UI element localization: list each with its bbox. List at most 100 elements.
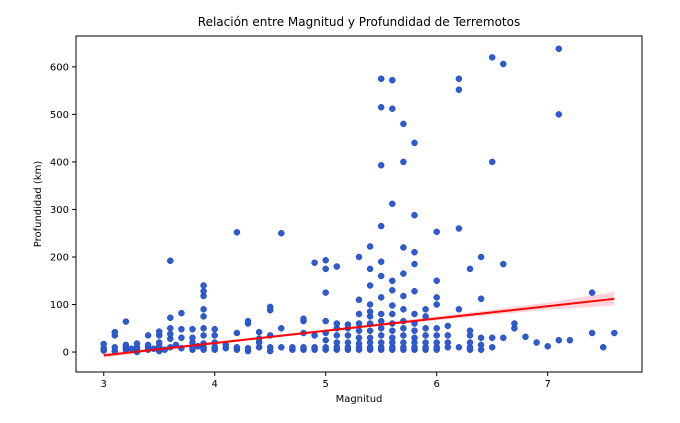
x-axis-label: Magnitud	[336, 394, 383, 405]
x-tick-label: 7	[544, 379, 550, 390]
data-point	[344, 321, 352, 328]
chart-title: Relación entre Magnitud y Profundidad de…	[198, 15, 520, 29]
data-point	[400, 306, 407, 313]
data-point	[389, 76, 396, 84]
data-point	[311, 344, 318, 351]
data-point	[178, 325, 185, 333]
data-point	[433, 301, 440, 308]
data-point	[377, 317, 385, 325]
data-point	[500, 260, 507, 268]
data-point	[355, 253, 363, 261]
data-point	[366, 282, 374, 289]
data-point	[400, 325, 407, 332]
data-point	[555, 111, 563, 118]
data-point	[333, 263, 341, 270]
data-point	[411, 310, 418, 318]
data-point	[411, 211, 418, 219]
data-point	[200, 332, 207, 339]
data-point	[322, 257, 329, 264]
data-point	[377, 339, 385, 346]
data-point	[266, 344, 274, 351]
data-point	[400, 158, 407, 166]
data-point	[400, 292, 407, 300]
data-point	[355, 310, 363, 318]
data-point	[167, 257, 174, 265]
data-point	[155, 339, 163, 346]
data-point	[389, 334, 396, 342]
data-point	[466, 339, 474, 346]
data-point	[255, 328, 263, 336]
data-point	[122, 318, 130, 325]
data-point	[366, 301, 374, 308]
data-point	[433, 228, 440, 236]
data-point	[500, 334, 507, 342]
data-point	[488, 158, 496, 166]
data-point	[389, 105, 396, 112]
data-point	[544, 343, 551, 350]
data-point	[444, 339, 452, 346]
x-tick-label: 3	[101, 379, 107, 390]
data-point	[488, 344, 496, 351]
data-point	[466, 327, 474, 334]
data-point	[377, 332, 385, 339]
data-point	[211, 332, 218, 339]
data-point	[122, 341, 130, 349]
data-point	[411, 327, 418, 334]
y-axis-label: Profundidad (km)	[33, 161, 44, 248]
data-point	[233, 329, 241, 337]
data-point	[455, 86, 463, 93]
data-point	[278, 325, 285, 332]
data-point	[389, 277, 396, 285]
data-point	[311, 259, 318, 266]
data-point	[100, 340, 107, 348]
data-point	[455, 225, 463, 232]
data-point	[599, 344, 607, 351]
data-point	[433, 325, 440, 332]
data-point	[522, 333, 529, 341]
data-point	[189, 325, 196, 333]
x-axis-ticks: 3 4 5 6 7	[101, 372, 551, 390]
data-point	[311, 332, 318, 339]
data-point	[178, 309, 185, 317]
y-axis-ticks: 0 100 200 300 400 500 600	[50, 62, 76, 359]
data-point	[355, 320, 363, 327]
data-point	[500, 60, 507, 68]
y-tick-label: 100	[50, 300, 69, 311]
data-point	[377, 104, 385, 111]
data-point	[411, 260, 418, 268]
data-point	[333, 332, 341, 339]
y-tick-label: 300	[50, 205, 69, 216]
data-point	[333, 339, 341, 346]
data-point	[377, 325, 385, 332]
data-point	[266, 303, 274, 311]
data-point	[233, 344, 241, 351]
x-tick-label: 6	[433, 379, 439, 390]
data-point	[588, 329, 596, 337]
data-point	[400, 120, 407, 128]
y-tick-label: 600	[50, 62, 69, 73]
data-point	[344, 339, 352, 346]
data-point	[455, 344, 463, 351]
regression-line	[103, 297, 615, 357]
data-point	[444, 332, 452, 339]
data-point	[411, 287, 418, 295]
data-point	[611, 329, 618, 337]
data-point	[366, 308, 374, 315]
data-point	[111, 328, 119, 336]
y-tick-label: 0	[63, 348, 69, 359]
data-point	[488, 54, 496, 61]
data-point	[300, 344, 307, 351]
data-point	[588, 289, 596, 296]
data-point	[422, 306, 429, 313]
data-point	[278, 229, 285, 237]
data-point	[322, 289, 329, 296]
data-point	[400, 332, 407, 339]
data-point	[366, 243, 374, 250]
data-point	[389, 327, 396, 334]
data-point	[300, 315, 307, 323]
data-point	[433, 339, 440, 346]
data-point	[167, 314, 174, 322]
data-point	[366, 327, 374, 334]
data-point	[366, 334, 374, 342]
data-point	[128, 345, 135, 352]
